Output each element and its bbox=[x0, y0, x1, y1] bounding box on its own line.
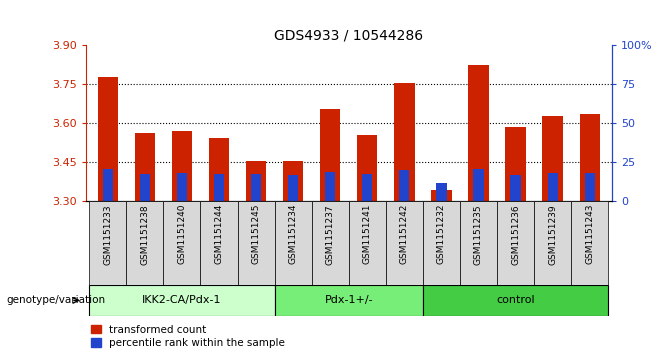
Text: GSM1151238: GSM1151238 bbox=[140, 204, 149, 265]
Text: GSM1151234: GSM1151234 bbox=[289, 204, 297, 265]
Bar bbox=[473, 169, 484, 201]
Bar bbox=[394, 83, 415, 201]
FancyBboxPatch shape bbox=[460, 201, 497, 285]
Bar bbox=[362, 174, 372, 201]
FancyBboxPatch shape bbox=[423, 201, 460, 285]
Text: GSM1151240: GSM1151240 bbox=[178, 204, 186, 265]
Bar bbox=[325, 172, 336, 201]
FancyBboxPatch shape bbox=[89, 201, 126, 285]
Text: GSM1151237: GSM1151237 bbox=[326, 204, 335, 265]
Text: GSM1151236: GSM1151236 bbox=[511, 204, 520, 265]
Bar bbox=[97, 77, 118, 201]
FancyBboxPatch shape bbox=[89, 285, 274, 316]
Text: IKK2-CA/Pdx-1: IKK2-CA/Pdx-1 bbox=[142, 295, 222, 305]
Text: control: control bbox=[496, 295, 535, 305]
FancyBboxPatch shape bbox=[423, 285, 608, 316]
Bar bbox=[283, 161, 303, 201]
Bar bbox=[251, 174, 261, 201]
Legend: transformed count, percentile rank within the sample: transformed count, percentile rank withi… bbox=[91, 325, 286, 348]
Bar bbox=[135, 132, 155, 201]
Bar bbox=[584, 173, 595, 201]
Text: GSM1151243: GSM1151243 bbox=[585, 204, 594, 265]
FancyBboxPatch shape bbox=[497, 201, 534, 285]
FancyBboxPatch shape bbox=[349, 201, 386, 285]
Text: GSM1151233: GSM1151233 bbox=[103, 204, 113, 265]
Text: GSM1151232: GSM1151232 bbox=[437, 204, 446, 265]
Bar bbox=[139, 174, 150, 201]
Bar bbox=[288, 175, 298, 201]
Bar bbox=[177, 173, 187, 201]
Text: GSM1151245: GSM1151245 bbox=[251, 204, 261, 265]
Bar bbox=[580, 114, 600, 201]
Text: GSM1151241: GSM1151241 bbox=[363, 204, 372, 265]
Text: GSM1151239: GSM1151239 bbox=[548, 204, 557, 265]
FancyBboxPatch shape bbox=[274, 201, 312, 285]
Bar bbox=[468, 65, 489, 201]
FancyBboxPatch shape bbox=[386, 201, 423, 285]
FancyBboxPatch shape bbox=[126, 201, 163, 285]
Bar bbox=[511, 175, 520, 201]
Bar bbox=[214, 174, 224, 201]
Bar bbox=[505, 127, 526, 201]
Bar bbox=[246, 161, 266, 201]
Bar bbox=[542, 116, 563, 201]
FancyBboxPatch shape bbox=[201, 201, 238, 285]
Text: genotype/variation: genotype/variation bbox=[7, 295, 106, 305]
Bar bbox=[399, 170, 409, 201]
Text: Pdx-1+/-: Pdx-1+/- bbox=[324, 295, 373, 305]
Bar bbox=[209, 138, 229, 201]
Text: GSM1151242: GSM1151242 bbox=[400, 204, 409, 264]
FancyBboxPatch shape bbox=[534, 201, 571, 285]
Bar bbox=[320, 109, 340, 201]
FancyBboxPatch shape bbox=[238, 201, 274, 285]
Text: GSM1151235: GSM1151235 bbox=[474, 204, 483, 265]
FancyBboxPatch shape bbox=[163, 201, 201, 285]
Bar bbox=[172, 131, 192, 201]
Bar bbox=[103, 169, 113, 201]
Text: GSM1151244: GSM1151244 bbox=[215, 204, 224, 264]
FancyBboxPatch shape bbox=[274, 285, 423, 316]
Bar bbox=[436, 183, 447, 201]
Title: GDS4933 / 10544286: GDS4933 / 10544286 bbox=[274, 29, 423, 43]
Bar bbox=[547, 173, 558, 201]
Bar bbox=[357, 135, 378, 201]
Bar bbox=[431, 190, 451, 201]
FancyBboxPatch shape bbox=[312, 201, 349, 285]
FancyBboxPatch shape bbox=[571, 201, 608, 285]
